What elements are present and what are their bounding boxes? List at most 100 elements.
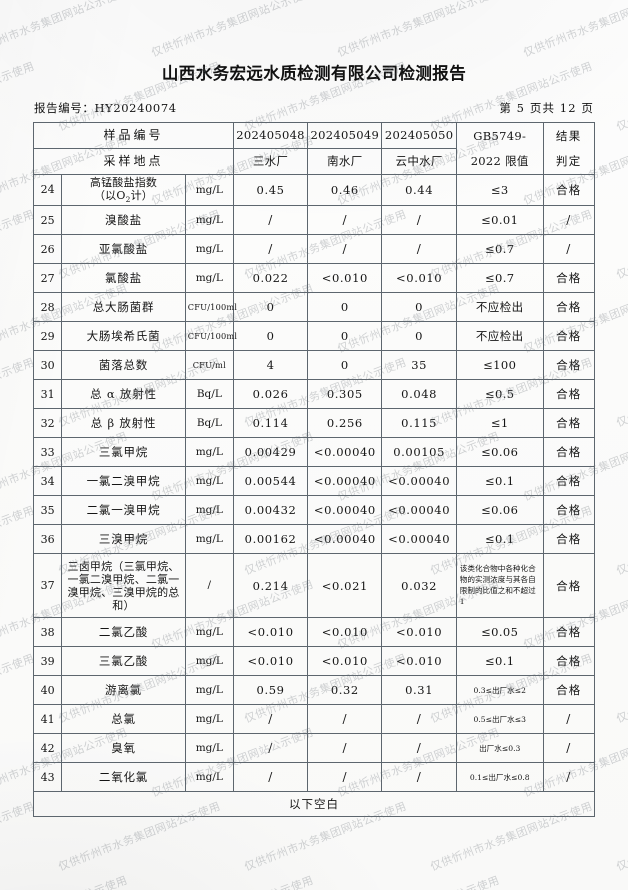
table-row: 41 总氯 mg/L / //0.5≤出厂水≤3/ [32,704,596,735]
row-41-sample-3-value: / [381,704,457,735]
row-limit-42: 出厂水≤0.3 [455,733,544,764]
row-unit-40: mg/L [184,675,234,706]
row-item-name-28: 总大肠菌群 [61,292,186,323]
row-31-sample-3-value: 0.048 [381,379,457,410]
table-row: 39 三氯乙酸 mg/L <0.010 <0.010 <0.010 ≤0.1 合格 [32,646,596,677]
row-25-sample-2-value: / [307,205,383,236]
row-verdict-27: 合格 [542,263,596,294]
row-item-name-38: 二氯乙酸 [61,617,186,648]
row-index-42: 42 [32,733,63,764]
row-30-sample-1-value: 4 [232,350,309,381]
row-39-sample-2-value: <0.010 [307,646,383,677]
row-25-sample-1-value: / [232,205,309,236]
row-24-sample-2-value: 0.46 [307,173,383,207]
table-row: 28 总大肠菌群 CFU/100ml 0 0 0 不应检出 合格 [32,292,596,323]
row-28-sample-2-value: 0 [307,292,383,323]
row-index-34: 34 [32,466,63,497]
row-30-sample-3-value: 35 [381,350,457,381]
row-32-sample-2-value: 0.256 [307,408,383,439]
header-sample-number-2: 202405049 [307,122,383,149]
row-unit-27: mg/L [184,263,234,294]
row-unit-25: mg/L [184,205,234,236]
row-index-39: 39 [32,646,63,677]
report-meta-row: 报告编号：HY20240074 第 5 页共 12 页 [34,100,594,120]
row-limit-26: ≤0.7 [455,234,544,265]
table-row: 26 亚氯酸盐 mg/L / / / ≤0.7/ [32,234,596,265]
header-sample-site-1: 三水厂 [232,148,309,175]
row-verdict-42: / [542,733,596,764]
row-index-35: 35 [32,495,63,526]
row-unit-43: mg/L [184,762,234,793]
row-42-sample-3-value: / [381,733,457,764]
table-row: 40 游离氯 mg/L 0.59 0.32 0.31 0.3≤出厂水≤2 合格 [32,675,596,706]
table-row: 32 总 β 放射性 Bq/L 0.114 0.256 0.115 ≤1 合格 [32,408,596,439]
report-number-value: HY20240074 [94,101,177,115]
row-index-32: 32 [32,408,63,439]
row-item-name-31: 总 α 放射性 [61,379,186,410]
table-row: 31 总 α 放射性 Bq/L 0.026 0.305 0.048 ≤0.5 合格 [32,379,596,410]
report-number: 报告编号：HY20240074 [34,100,177,116]
row-33-sample-2-value: <0.00040 [307,437,383,468]
row-verdict-43: / [542,762,596,793]
row-unit-24: mg/L [184,173,234,207]
table-row: 25 溴酸盐 mg/L / / / ≤0.01/ [32,205,596,236]
row-item-name-27: 氯酸盐 [61,263,186,294]
row-verdict-33: 合格 [542,437,596,468]
row-limit-33: ≤0.06 [455,437,544,468]
row-item-name-32: 总 β 放射性 [61,408,186,439]
row-36-sample-3-value: <0.00040 [381,524,457,555]
row-index-40: 40 [32,675,63,706]
row-29-sample-1-value: 0 [232,321,309,352]
row-verdict-35: 合格 [542,495,596,526]
row-item-name-35: 二氯一溴甲烷 [61,495,186,526]
row-34-sample-2-value: <0.00040 [307,466,383,497]
table-row: 38 二氯乙酸 mg/L <0.010 <0.010 <0.010 ≤0.05 合格 [32,617,596,648]
row-index-38: 38 [32,617,63,648]
row-26-sample-3-value: / [381,234,457,265]
header-sample-site-label: 采样地点 [33,148,234,175]
header-verdict-line1: 结果 [542,122,596,149]
row-index-27: 27 [32,263,63,294]
row-40-sample-1-value: 0.59 [232,675,309,706]
row-26-sample-1-value: / [232,234,309,265]
table-row: 36 三溴甲烷 mg/L 0.00162 <0.00040 <0.00040 ≤0.1 合格 [32,524,596,555]
row-unit-34: mg/L [184,466,234,497]
row-38-sample-3-value: <0.010 [381,617,457,648]
row-42-sample-2-value: / [307,733,383,764]
row-limit-40: 0.3≤出厂水≤2 [455,675,544,706]
table-footer-row: 以下空白 [33,791,595,818]
row-verdict-38: 合格 [542,617,596,648]
row-index-37: 37 [32,553,63,619]
row-unit-38: mg/L [184,617,234,648]
row-30-sample-2-value: 0 [307,350,383,381]
row-41-sample-2-value: / [307,704,383,735]
row-35-sample-2-value: <0.00040 [307,495,383,526]
row-verdict-26: / [542,234,596,265]
row-limit-38: ≤0.05 [455,617,544,648]
row-verdict-25: / [542,205,596,236]
row-unit-30: CFU/ml [184,350,234,381]
row-limit-43: 0.1≤出厂水≤0.8 [455,762,544,793]
row-item-name-41: 总氯 [61,704,186,735]
row-37-sample-2-value: <0.021 [307,553,383,619]
table-row: 33 三氯甲烷 mg/L 0.00429 <0.00040 0.00105 ≤0.06 合格 [32,437,596,468]
row-unit-31: Bq/L [184,379,234,410]
page-title: 山西水务宏远水质检测有限公司检测报告 [161,64,467,83]
row-limit-24: ≤3 [455,173,544,207]
row-unit-37: / [184,553,234,619]
row-item-name-36: 三溴甲烷 [61,524,186,555]
row-item-name-40: 游离氯 [61,675,186,706]
row-unit-28: CFU/100ml [184,292,237,323]
row-31-sample-2-value: 0.305 [307,379,383,410]
row-43-sample-1-value: / [232,762,309,793]
row-33-sample-1-value: 0.00429 [232,437,309,468]
row-unit-36: mg/L [184,524,234,555]
row-limit-31: ≤0.5 [455,379,544,410]
row-limit-25: ≤0.01 [455,205,544,236]
row-unit-29: CFU/100ml [184,321,237,352]
row-29-sample-3-value: 0 [381,321,457,352]
row-item-name-29: 大肠埃希氏菌 [61,321,186,352]
row-limit-29: 不应检出 [455,321,544,352]
row-verdict-24: 合格 [542,173,596,207]
row-unit-39: mg/L [184,646,234,677]
